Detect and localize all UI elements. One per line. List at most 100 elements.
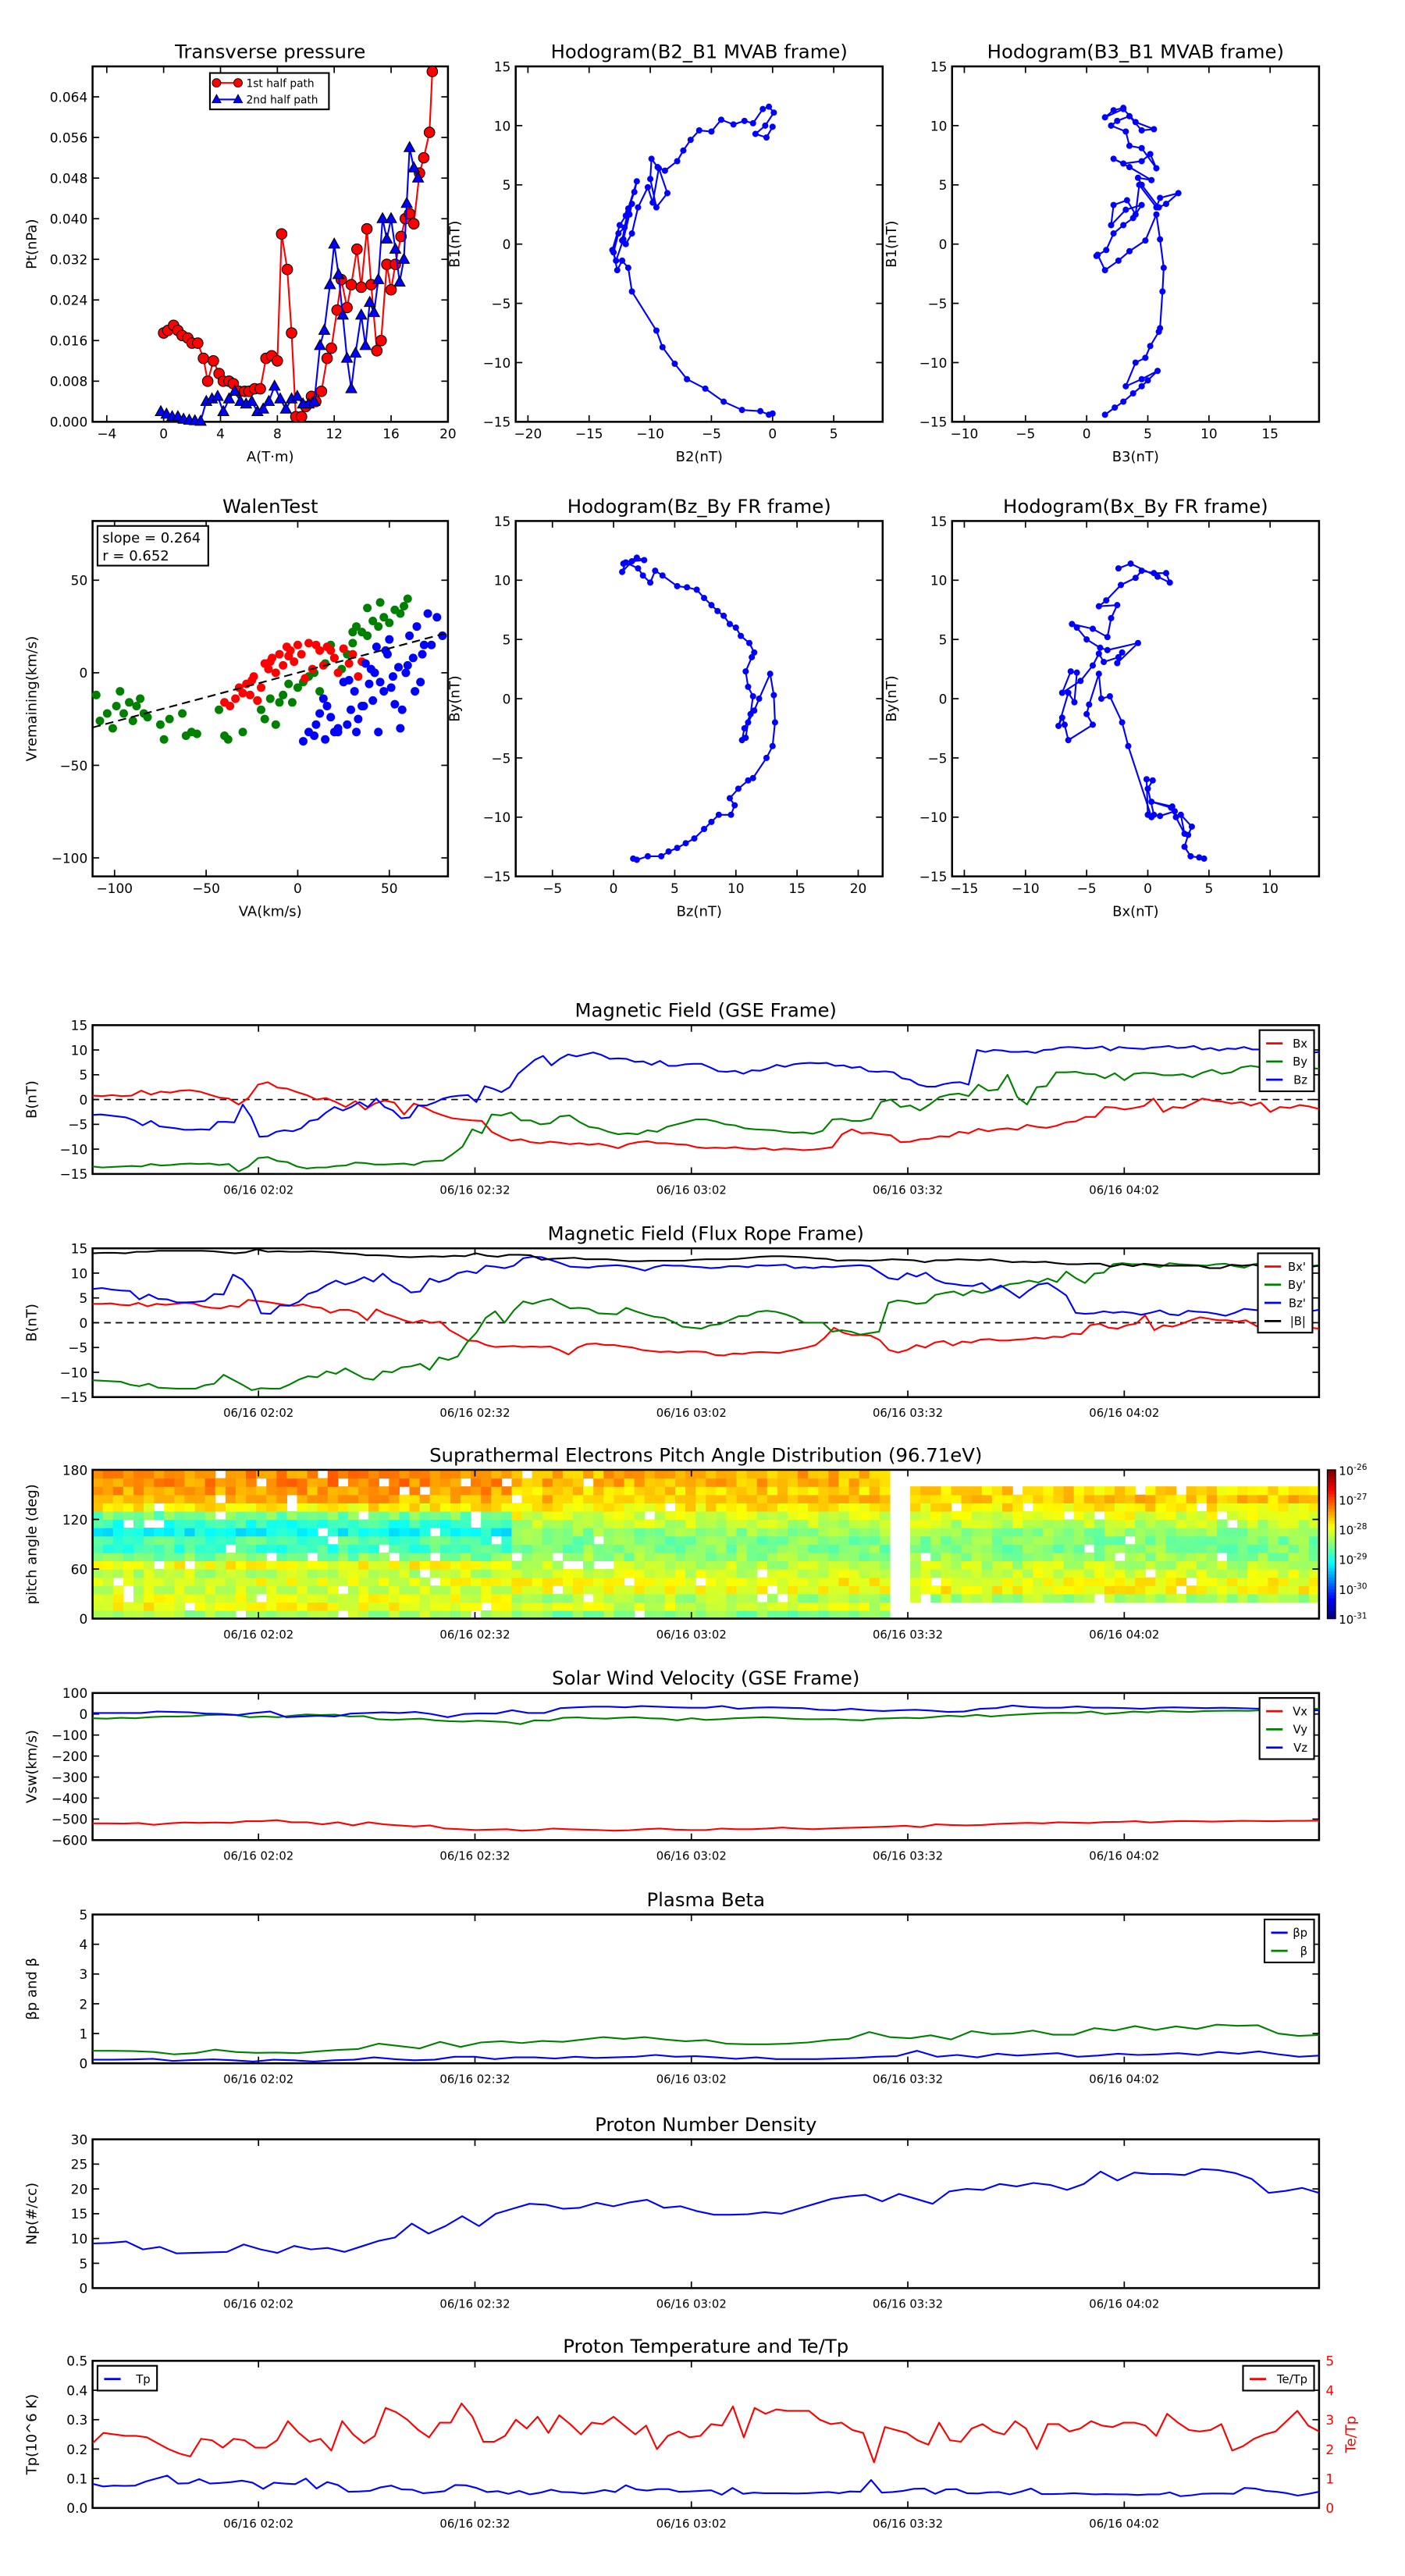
heatmap-cell	[1247, 1577, 1258, 1586]
heatmap-cell	[286, 1610, 298, 1620]
heatmap-cell	[133, 1519, 144, 1528]
heatmap-cell	[685, 1503, 696, 1512]
heatmap-cell	[798, 1577, 809, 1586]
data-point	[648, 155, 655, 162]
heatmap-cell	[102, 1486, 114, 1496]
heatmap-cell	[521, 1610, 533, 1620]
colorbar-segment	[1327, 1487, 1336, 1492]
heatmap-cell	[368, 1469, 379, 1479]
heatmap-cell	[941, 1528, 952, 1537]
legend-label: Vy	[1293, 1724, 1308, 1737]
heatmap-cell	[859, 1494, 870, 1503]
heatmap-cell	[1115, 1510, 1126, 1521]
heatmap-cell	[1268, 1510, 1279, 1521]
y-axis-label: pitch angle (deg)	[24, 1484, 41, 1604]
heatmap-cell	[706, 1593, 717, 1603]
heatmap-cell	[439, 1602, 451, 1611]
heatmap-cell	[1227, 1577, 1238, 1586]
heatmap-cell	[102, 1544, 114, 1553]
heatmap-cell	[532, 1610, 543, 1620]
heatmap-cell	[1094, 1560, 1105, 1570]
heatmap-cell	[1308, 1585, 1320, 1595]
heatmap-cell	[379, 1519, 389, 1528]
heatmap-cell	[215, 1544, 226, 1553]
heatmap-cell	[1237, 1535, 1248, 1545]
heatmap-cell	[439, 1503, 451, 1512]
colorbar-segment	[1327, 1490, 1336, 1495]
series-group	[92, 2168, 1319, 2254]
heatmap-cell	[624, 1535, 635, 1545]
heatmap-cell	[205, 1552, 216, 1562]
x-tick-label: 06/16 03:32	[873, 2517, 943, 2531]
heatmap-cell	[194, 1552, 206, 1562]
heatmap-cell	[368, 1569, 379, 1578]
heatmap-cell	[286, 1585, 298, 1595]
heatmap-cell	[409, 1569, 421, 1578]
heatmap-cell	[460, 1602, 471, 1611]
scatter-point-green	[119, 709, 128, 718]
data-point	[731, 802, 738, 809]
data-point	[635, 565, 642, 572]
heatmap-cell	[1165, 1569, 1177, 1578]
heatmap-cell	[746, 1544, 758, 1553]
colorbar-segment	[1327, 1529, 1336, 1533]
heatmap-cell	[1053, 1528, 1065, 1537]
heatmap-cell	[1288, 1593, 1300, 1603]
heatmap-cell	[603, 1544, 615, 1553]
colorbar-tick-base: 10	[1339, 1614, 1353, 1627]
heatmap-cell	[1145, 1535, 1157, 1545]
heatmap-cell	[859, 1544, 870, 1553]
heatmap-cell	[1073, 1494, 1085, 1503]
heatmap-cell	[205, 1478, 216, 1487]
heatmap-cell	[225, 1602, 237, 1611]
heatmap-cell	[767, 1510, 778, 1521]
heatmap-cell	[256, 1577, 267, 1586]
data-point	[1144, 785, 1151, 792]
heatmap-cell	[1023, 1552, 1033, 1562]
heatmap-cell	[634, 1569, 646, 1578]
heatmap-cell	[1216, 1577, 1228, 1586]
scatter-point-red	[231, 694, 240, 703]
heatmap-cell	[102, 1510, 114, 1521]
heatmap-cell	[347, 1486, 359, 1496]
heatmap-cell	[726, 1535, 738, 1545]
heatmap-cell	[532, 1510, 543, 1521]
data-point	[1071, 699, 1078, 706]
heatmap-cell	[225, 1610, 237, 1620]
heatmap-cell	[910, 1569, 921, 1578]
heatmap-cell	[347, 1560, 359, 1570]
heatmap-cell	[1043, 1552, 1055, 1562]
scatter-point-green	[192, 729, 201, 738]
heatmap-cell	[624, 1510, 635, 1521]
heatmap-cell	[501, 1585, 513, 1595]
heatmap-cell	[573, 1602, 584, 1611]
heatmap-cell	[481, 1478, 492, 1487]
heatmap-cell	[194, 1535, 206, 1545]
heatmap-cell	[1288, 1528, 1300, 1537]
heatmap-cell	[123, 1544, 134, 1553]
data-point	[1110, 230, 1117, 237]
heatmap-cell	[205, 1593, 216, 1603]
heatmap-cell	[1043, 1544, 1055, 1553]
data-point	[745, 683, 752, 690]
colorbar-segment	[1327, 1564, 1336, 1569]
scatter-point-green	[363, 603, 372, 613]
scatter-point-red	[339, 644, 348, 653]
y-tick-label: 0.064	[50, 89, 88, 105]
heatmap-cell	[1186, 1494, 1197, 1503]
data-point	[1153, 211, 1160, 218]
heatmap-cell	[1155, 1528, 1167, 1537]
heatmap-cell	[562, 1478, 574, 1487]
y-tick-label: −600	[52, 1833, 88, 1848]
heatmap-cell	[1268, 1494, 1279, 1503]
data-point	[762, 122, 769, 129]
heatmap-cell	[1145, 1577, 1157, 1586]
heatmap-cell	[664, 1535, 676, 1545]
heatmap-cell	[215, 1577, 226, 1586]
heatmap-cell	[1083, 1519, 1095, 1528]
heatmap-cell	[184, 1577, 196, 1586]
x-tick-label: 0	[159, 426, 168, 442]
colorbar-segment	[1327, 1496, 1336, 1500]
legend-label: β	[1300, 1944, 1307, 1958]
